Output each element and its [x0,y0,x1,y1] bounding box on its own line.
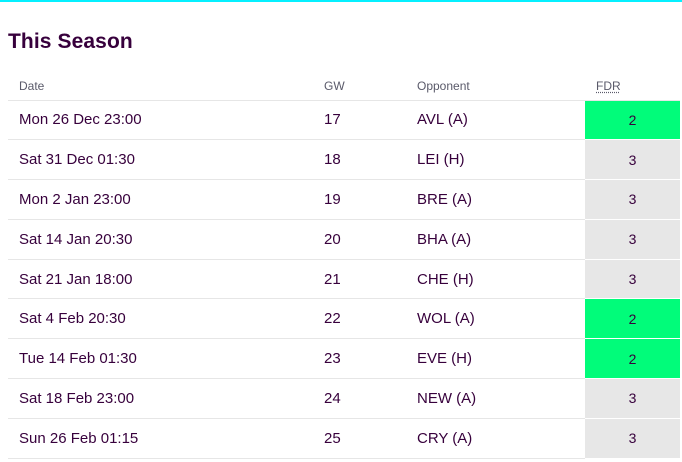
fixture-opponent: WOL (A) [406,298,585,340]
fixture-gameweek: 18 [313,139,406,181]
fixtures-table-head: Date GW Opponent FDR [8,72,680,101]
top-accent-bar [0,0,682,2]
fixtures-table: Date GW Opponent FDR Mon 26 Dec 23:00 17 A… [8,72,680,459]
table-row: Sat 21 Jan 18:00 21 CHE (H) 3 [8,259,680,300]
column-header-date: Date [8,72,313,101]
column-header-opponent: Opponent [406,72,585,101]
fixture-difficulty: 2 [585,338,680,380]
fixture-date: Mon 26 Dec 23:00 [8,100,313,141]
table-row: Sat 31 Dec 01:30 18 LEI (H) 3 [8,139,680,181]
fixture-gameweek: 22 [313,298,406,340]
fixture-difficulty: 3 [585,378,680,419]
table-row: Tue 14 Feb 01:30 23 EVE (H) 2 [8,338,680,380]
fixture-opponent: CHE (H) [406,259,585,300]
fixture-date: Sat 31 Dec 01:30 [8,139,313,181]
fixture-opponent: BRE (A) [406,179,585,220]
fixture-date: Mon 2 Jan 23:00 [8,179,313,220]
fixture-date: Sat 18 Feb 23:00 [8,378,313,419]
fixture-opponent: EVE (H) [406,338,585,380]
table-row: Sun 26 Feb 01:15 25 CRY (A) 3 [8,418,680,459]
fixture-difficulty: 2 [585,100,680,141]
table-row: Mon 26 Dec 23:00 17 AVL (A) 2 [8,100,680,141]
column-header-gw: GW [313,72,406,101]
fixture-opponent: LEI (H) [406,139,585,181]
table-row: Mon 2 Jan 23:00 19 BRE (A) 3 [8,179,680,220]
fixture-date: Sat 14 Jan 20:30 [8,219,313,260]
fixture-gameweek: 21 [313,259,406,300]
fixture-difficulty: 3 [585,259,680,300]
fixture-difficulty: 3 [585,219,680,260]
fixture-opponent: NEW (A) [406,378,585,419]
fixture-gameweek: 24 [313,378,406,419]
fixture-opponent: BHA (A) [406,219,585,260]
fixture-date: Sat 21 Jan 18:00 [8,259,313,300]
fixture-gameweek: 17 [313,100,406,141]
section-title: This Season [8,30,133,53]
fixture-date: Sun 26 Feb 01:15 [8,418,313,459]
fixture-date: Sat 4 Feb 20:30 [8,298,313,340]
fdr-abbreviation[interactable]: FDR [596,78,621,93]
header-row: Date GW Opponent FDR [8,72,680,101]
column-header-fdr[interactable]: FDR [585,72,680,101]
fixtures-table-body: Mon 26 Dec 23:00 17 AVL (A) 2 Sat 31 Dec 01:… [8,100,680,459]
fixture-difficulty: 3 [585,418,680,459]
fixture-difficulty: 3 [585,179,680,220]
fixture-gameweek: 20 [313,219,406,260]
fixture-difficulty: 2 [585,298,680,340]
table-row: Sat 4 Feb 20:30 22 WOL (A) 2 [8,298,680,340]
fixture-date: Tue 14 Feb 01:30 [8,338,313,380]
fixture-opponent: AVL (A) [406,100,585,141]
fixture-gameweek: 19 [313,179,406,220]
fixture-gameweek: 25 [313,418,406,459]
table-row: Sat 18 Feb 23:00 24 NEW (A) 3 [8,378,680,419]
fixture-opponent: CRY (A) [406,418,585,459]
fixture-difficulty: 3 [585,139,680,181]
table-row: Sat 14 Jan 20:30 20 BHA (A) 3 [8,219,680,260]
fixture-gameweek: 23 [313,338,406,380]
